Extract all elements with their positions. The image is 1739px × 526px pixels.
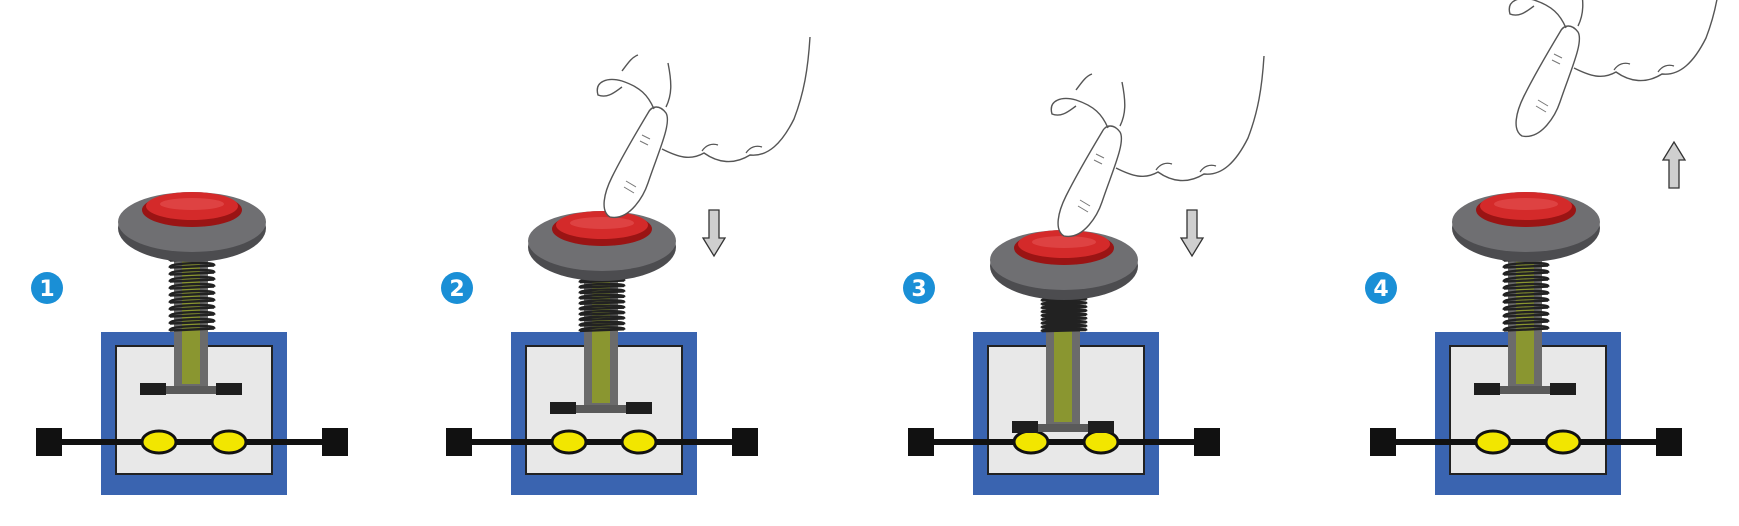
arrow-up-icon: [1661, 140, 1687, 189]
cap-button-highlight: [570, 217, 634, 229]
contact-bridge-right: [216, 383, 242, 395]
finger-index-outline: [1515, 25, 1581, 137]
contact-bridge-right: [626, 402, 652, 414]
contact-pad-left: [1012, 429, 1050, 455]
contact-bridge: [150, 386, 234, 394]
terminal-right: [1656, 428, 1682, 456]
step-badge-circle: [441, 272, 473, 304]
contact-bridge-right: [1550, 383, 1576, 395]
finger-joint-lines: [1155, 162, 1217, 173]
finger-joint-lines: [1613, 62, 1675, 73]
contact-bridge-left: [1012, 421, 1038, 433]
arrow-down-icon: [1179, 209, 1205, 258]
contact-pad-right: [1082, 429, 1120, 455]
finger-index-outline: [603, 106, 669, 218]
step-number-badge: 3: [903, 272, 935, 304]
step-badge-circle: [1365, 272, 1397, 304]
contact-bridge-left: [1474, 383, 1500, 395]
finger-hand-outline: [1050, 55, 1265, 182]
step-badge-circle: [31, 272, 63, 304]
contact-bridge: [1022, 424, 1106, 432]
cap-button-highlight: [160, 198, 224, 210]
contact-bridge-left: [140, 383, 166, 395]
finger-index-outline: [1057, 125, 1123, 237]
finger-hand-outline: [1508, 0, 1718, 82]
contact-pad-right: [210, 429, 248, 455]
step-number-label: 4: [1373, 277, 1388, 302]
terminal-left: [36, 428, 62, 456]
terminal-left: [1370, 428, 1396, 456]
terminal-left: [446, 428, 472, 456]
step-1-panel: 1: [31, 192, 348, 495]
contact-bridge: [560, 405, 644, 413]
contact-pad-left: [550, 429, 588, 455]
cap-button-highlight: [1494, 198, 1558, 210]
terminal-right: [1194, 428, 1220, 456]
arrow-down-icon: [701, 209, 727, 258]
step-number-label: 2: [449, 277, 464, 302]
contact-pad-right: [620, 429, 658, 455]
terminal-left: [908, 428, 934, 456]
terminal-right: [322, 428, 348, 456]
contact-pad-left: [140, 429, 178, 455]
contact-bridge-left: [550, 402, 576, 414]
step-number-badge: 4: [1365, 272, 1397, 304]
terminal-right: [732, 428, 758, 456]
contact-pad-right: [1544, 429, 1582, 455]
step-number-badge: 2: [441, 272, 473, 304]
contact-bridge-right: [1088, 421, 1114, 433]
step-2-panel: 2: [441, 36, 811, 495]
cap-button-highlight: [1032, 236, 1096, 248]
step-number-label: 3: [911, 277, 926, 302]
step-badge-circle: [903, 272, 935, 304]
contact-pad-left: [1474, 429, 1512, 455]
finger-knuckle-lines: [1077, 153, 1105, 213]
finger-joint-lines: [701, 143, 763, 154]
finger-knuckle-lines: [623, 134, 651, 194]
finger-knuckle-lines: [1535, 53, 1563, 113]
step-number-label: 1: [39, 277, 54, 302]
step-number-badge: 1: [31, 272, 63, 304]
finger-hand-outline: [596, 36, 811, 163]
step-4-panel: 4: [1365, 0, 1718, 495]
step-3-panel: 3: [903, 55, 1265, 495]
contact-bridge: [1484, 386, 1568, 394]
